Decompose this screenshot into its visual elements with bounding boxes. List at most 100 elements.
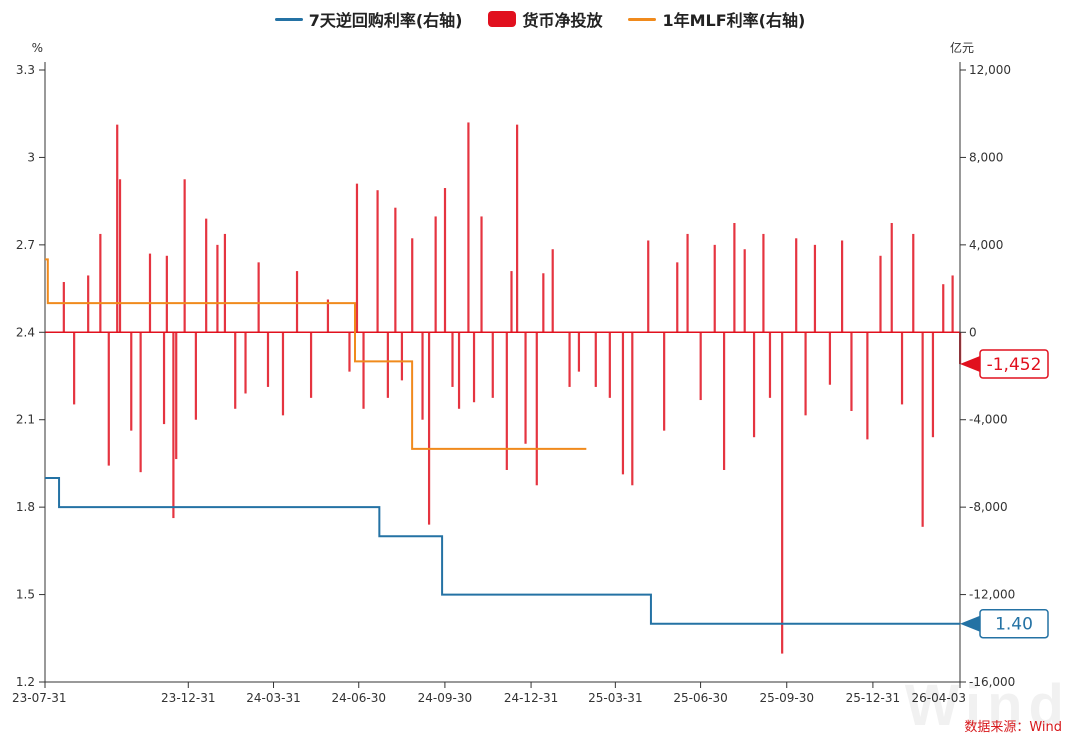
bar-net-58 (647, 240, 650, 333)
bar-net-75 (840, 240, 844, 333)
right-tick-label-7: 12,000 (969, 63, 1011, 77)
x-tick-label-9: 25-12-31 (846, 691, 900, 705)
legend-item-mlf[interactable]: 1年MLF利率(右轴) (628, 7, 805, 31)
bar-net-21 (257, 262, 260, 333)
right-tick-label-0: -16,000 (969, 675, 1015, 689)
net-injection-bars (45, 122, 962, 654)
left-tick-label-1: 1.5 (16, 588, 35, 602)
bar-net-54 (594, 332, 597, 387)
net-last-value-label-pointer (960, 356, 980, 373)
bar-net-81 (912, 233, 915, 333)
bar-net-71 (795, 238, 798, 333)
bar-net-63 (713, 244, 716, 333)
bar-net-32 (394, 207, 397, 333)
x-tick-label-8: 25-09-30 (760, 691, 814, 705)
bar-net-64 (722, 332, 726, 470)
bar-net-31 (386, 332, 389, 398)
bar-net-34 (411, 238, 414, 333)
watermark-logo: Wind (904, 673, 1070, 738)
bar-net-72 (804, 332, 807, 416)
x-tick-label-3: 24-06-30 (332, 691, 386, 705)
right-tick-label-4: 0 (969, 325, 977, 339)
left-tick-label-5: 2.7 (16, 238, 35, 252)
left-tick-label-3: 2.1 (16, 413, 35, 427)
x-tick-label-2: 24-03-31 (246, 691, 300, 705)
net-last-value-label-box (979, 349, 1049, 379)
bar-net-40 (457, 332, 461, 409)
bar-net-38 (443, 188, 447, 333)
axes: % 亿元 1.2 1.5 1.8 2.1 2.4 2.7 3 3.3 -16,000 -12,000 -… (12, 40, 1015, 705)
legend-item-rr[interactable]: 7天逆回购利率(右轴) (274, 7, 462, 31)
bar-net-52 (568, 332, 571, 387)
bar-net-65 (733, 223, 736, 333)
bar-net-3 (99, 233, 102, 333)
legend-label-net: 货币净投放 (522, 11, 603, 30)
bar-net-73 (813, 244, 817, 333)
bar-net-46 (510, 271, 513, 333)
legend-item-net[interactable]: 货币净投放 (488, 7, 602, 31)
legend: 7天逆回购利率(右轴) 货币净投放 1年MLF利率(右轴) (0, 6, 1080, 32)
bar-net-83 (931, 332, 935, 438)
legend-swatch-net (488, 11, 517, 27)
bar-net-8 (139, 332, 142, 473)
bar-net-24 (295, 271, 299, 333)
x-tick-label-6: 25-03-31 (588, 691, 642, 705)
bar-net-36 (427, 332, 431, 525)
bar-net-13 (175, 332, 178, 460)
bar-net-82 (921, 332, 924, 527)
bar-net-59 (663, 332, 666, 431)
bar-net-49 (535, 332, 538, 486)
bar-net-22 (266, 332, 270, 387)
net-last-value-label-text: -1,452 (987, 355, 1042, 375)
rr-last-value-label: 1.40 (960, 608, 1049, 639)
bar-net-57 (631, 332, 634, 486)
bar-net-61 (686, 233, 689, 333)
net-last-value-label: -1,452 (960, 349, 1049, 379)
bar-net-53 (577, 332, 581, 372)
bar-net-74 (828, 332, 832, 385)
right-tick-label-6: 8,000 (969, 150, 1003, 164)
bar-net-85 (951, 275, 954, 333)
bar-net-80 (900, 332, 904, 405)
right-tick-label-1: -12,000 (969, 588, 1015, 602)
legend-swatch-mlf (628, 17, 657, 21)
left-tick-label-6: 3 (27, 150, 35, 164)
bar-net-4 (107, 332, 110, 466)
right-tick-label-2: -8,000 (969, 500, 1008, 514)
bar-net-62 (699, 332, 702, 401)
bar-net-15 (194, 332, 197, 420)
bar-net-76 (850, 332, 853, 411)
left-axis-unit: % (32, 41, 43, 55)
rr-last-value-label-text: 1.40 (995, 615, 1033, 635)
bar-net-41 (467, 122, 470, 333)
bar-net-51 (551, 249, 554, 333)
legend-swatch-rr (274, 17, 303, 21)
bar-net-68 (762, 233, 765, 333)
bar-net-56 (621, 332, 625, 475)
x-tick-label-7: 25-06-30 (673, 691, 727, 705)
bar-net-35 (421, 332, 424, 420)
right-tick-label-5: 4,000 (969, 238, 1003, 252)
x-tick-label-0: 23-07-31 (12, 691, 66, 705)
bar-net-11 (165, 255, 168, 333)
bar-net-17 (216, 244, 219, 333)
left-tick-label-7: 3.3 (16, 63, 35, 77)
bar-net-30 (376, 190, 379, 333)
bar-net-47 (516, 124, 519, 333)
end-labels: -1,452 1.40 (960, 349, 1049, 639)
x-tick-label-5: 24-12-31 (504, 691, 558, 705)
bar-net-45 (505, 332, 508, 470)
bar-net-67 (752, 332, 756, 438)
x-tick-label-4: 24-09-30 (418, 691, 472, 705)
bar-net-23 (281, 332, 285, 416)
bar-net-84 (942, 284, 945, 333)
bar-net-77 (866, 332, 869, 440)
rr-last-value-label-pointer (960, 615, 980, 632)
bar-net-78 (879, 255, 882, 333)
bar-net-48 (524, 332, 527, 444)
bar-net-16 (205, 218, 208, 333)
bar-net-50 (542, 273, 545, 333)
bar-net-14 (183, 179, 186, 333)
bar-net-7 (130, 332, 133, 431)
